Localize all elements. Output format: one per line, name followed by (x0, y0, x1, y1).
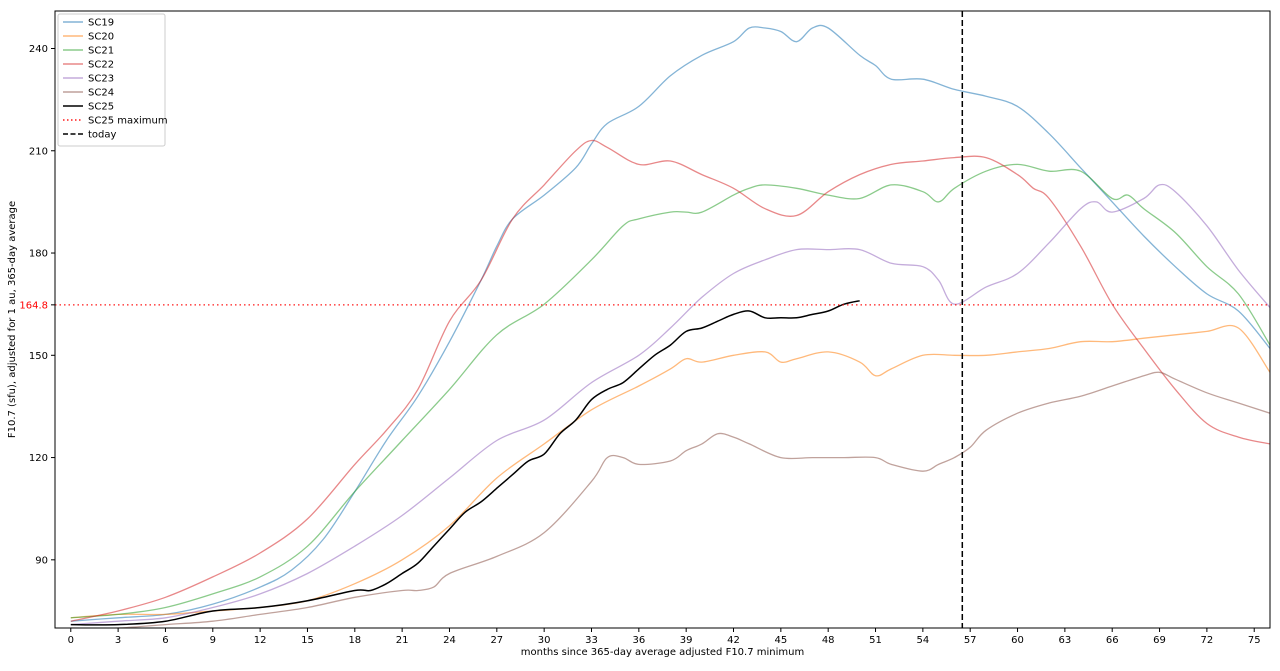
series-line-sc19 (70, 24, 1270, 622)
y-tick-label: 240 (29, 44, 48, 55)
x-tick-label: 21 (396, 635, 409, 646)
x-tick-label: 45 (774, 635, 787, 646)
x-tick-label: 60 (1011, 635, 1024, 646)
x-tick-label: 12 (254, 635, 267, 646)
x-tick-label: 48 (822, 635, 835, 646)
x-tick-label: 30 (538, 635, 551, 646)
x-tick-label: 15 (301, 635, 314, 646)
series-line-sc23 (70, 183, 1270, 626)
legend-label-today: today (88, 130, 117, 141)
series-group (55, 11, 1270, 628)
y-tick-label: 180 (29, 249, 48, 260)
x-tick-label: 51 (869, 635, 882, 646)
legend-label-sc20: SC20 (88, 32, 114, 43)
x-tick-label: 66 (1106, 635, 1119, 646)
series-line-sc21 (70, 163, 1270, 619)
legend-label-sc24: SC24 (88, 88, 114, 99)
y-tick-label: 120 (29, 453, 48, 464)
plot-frame (54, 10, 1271, 629)
series-line-sc25 (70, 300, 860, 626)
legend-label-sc22: SC22 (88, 60, 114, 71)
x-axis-label: months since 365-day average adjusted F1… (521, 647, 804, 658)
x-tick-label: 18 (348, 635, 361, 646)
y-tick-label: 210 (29, 146, 48, 157)
series-line-sc22 (70, 139, 1270, 622)
x-tick-label: 36 (632, 635, 645, 646)
x-tick-label: 72 (1201, 635, 1214, 646)
x-tick-label: 57 (964, 635, 977, 646)
legend-label-sc25-maximum: SC25 maximum (88, 116, 168, 127)
legend: SC19 SC20 SC21 SC22 SC23 SC24 SC25 SC25 maximum… (57, 13, 168, 147)
x-tick-label: 9 (210, 635, 216, 646)
x-tick-label: 69 (1153, 635, 1166, 646)
x-tick-label: 39 (680, 635, 693, 646)
series-line-sc20 (70, 324, 1270, 619)
x-tick-label: 6 (162, 635, 168, 646)
annotation-label: 164.8 (19, 300, 48, 311)
y-axis-label: F10.7 (sfu), adjusted for 1 au, 365-day … (7, 201, 18, 438)
x-tick-label: 27 (490, 635, 503, 646)
legend-label-sc21: SC21 (88, 46, 114, 57)
legend-label-sc23: SC23 (88, 74, 114, 85)
legend-box (57, 13, 166, 147)
y-tick-label: 150 (29, 351, 48, 362)
x-tick-label: 75 (1248, 635, 1261, 646)
x-tick-label: 3 (115, 635, 121, 646)
x-tick-label: 63 (1059, 635, 1072, 646)
legend-label-sc25: SC25 (88, 102, 114, 113)
x-tick-label: 54 (916, 635, 929, 646)
x-tick-label: 0 (68, 635, 74, 646)
x-tick-label: 24 (443, 635, 456, 646)
series-line-sc24 (70, 371, 1270, 628)
y-tick-label: 90 (35, 555, 48, 566)
x-tick-label: 33 (585, 635, 598, 646)
legend-label-sc19: SC19 (88, 18, 114, 29)
x-tick-label: 42 (727, 635, 740, 646)
